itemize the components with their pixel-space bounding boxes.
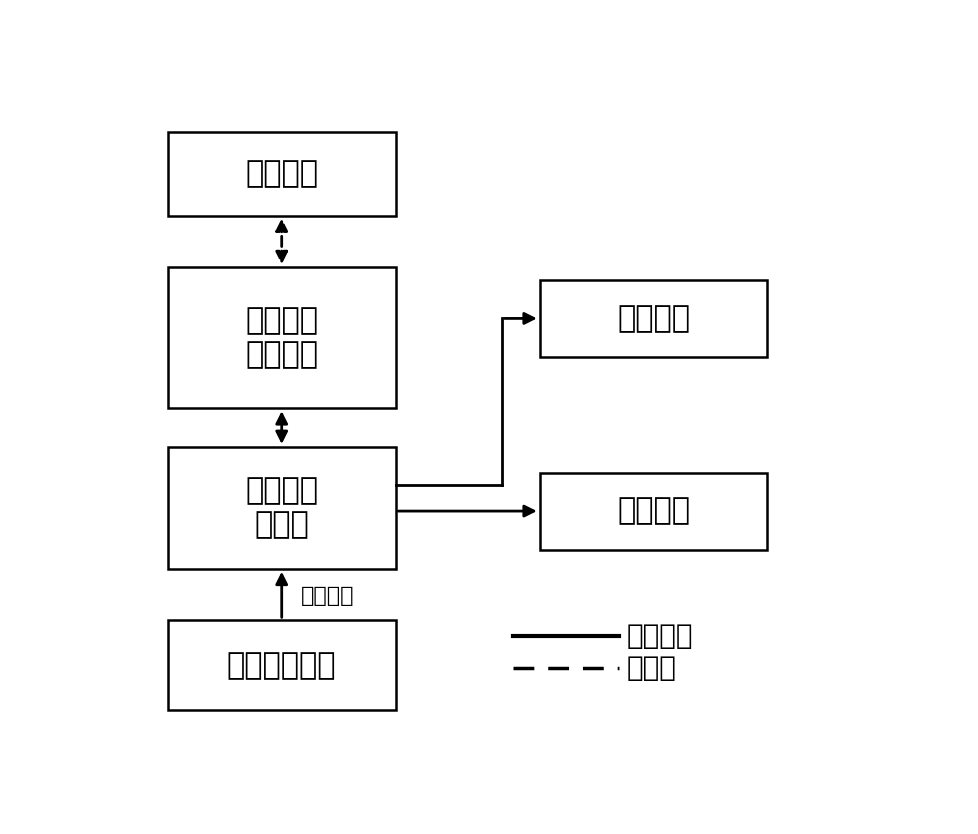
Bar [539,473,767,550]
Text: 模拟激励系统: 模拟激励系统 [227,651,336,680]
Text: 音频设备: 音频设备 [616,496,689,525]
Text: 离散量: 离散量 [626,655,676,682]
Bar [168,133,395,216]
Text: 显示单元: 显示单元 [616,304,689,333]
Bar [168,447,395,569]
Text: 光纤通道
交换机: 光纤通道 交换机 [244,476,318,539]
Text: 配置文件: 配置文件 [300,585,354,605]
Bar [168,267,395,409]
Text: 告警灯盒: 告警灯盒 [244,159,318,188]
Text: 光纤通道: 光纤通道 [626,622,692,651]
Bar [539,280,767,357]
Text: 中央告警
处理模块: 中央告警 处理模块 [244,306,318,369]
Bar [168,620,395,711]
